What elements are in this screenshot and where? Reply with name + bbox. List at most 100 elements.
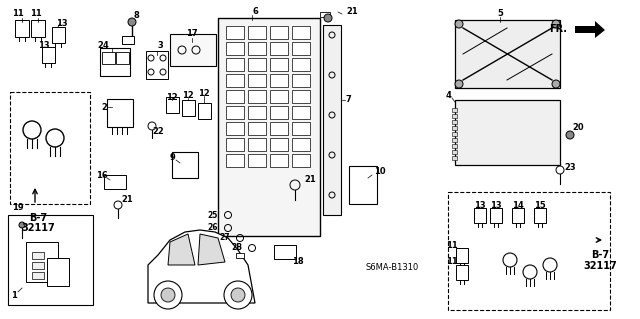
- Bar: [248, 42, 266, 55]
- Bar: [248, 58, 266, 71]
- Text: 2: 2: [101, 102, 107, 112]
- Bar: [452, 138, 457, 142]
- Bar: [104, 175, 126, 189]
- Text: 17: 17: [186, 29, 198, 39]
- Text: 11: 11: [446, 241, 458, 250]
- Circle shape: [231, 288, 245, 302]
- Bar: [182, 100, 195, 116]
- Bar: [226, 154, 244, 167]
- Bar: [452, 144, 457, 148]
- Text: S6MA-B1310: S6MA-B1310: [365, 263, 419, 272]
- Bar: [51, 27, 65, 43]
- Bar: [456, 264, 468, 279]
- Bar: [292, 90, 310, 103]
- Text: 23: 23: [564, 164, 576, 173]
- Text: 25: 25: [207, 211, 218, 219]
- Bar: [146, 51, 168, 79]
- Bar: [226, 42, 244, 55]
- Text: 4: 4: [445, 91, 451, 100]
- Bar: [270, 90, 288, 103]
- Bar: [248, 26, 266, 39]
- Bar: [248, 122, 266, 135]
- Bar: [452, 120, 457, 124]
- Bar: [452, 156, 457, 160]
- Text: 13: 13: [38, 41, 50, 50]
- Bar: [115, 52, 129, 64]
- Text: 10: 10: [374, 167, 386, 176]
- Text: 14: 14: [512, 202, 524, 211]
- Bar: [32, 271, 44, 278]
- Bar: [166, 97, 179, 113]
- Bar: [15, 19, 29, 36]
- Bar: [270, 58, 288, 71]
- Circle shape: [455, 20, 463, 28]
- Bar: [31, 19, 45, 36]
- Bar: [248, 138, 266, 151]
- Text: 12: 12: [198, 88, 210, 98]
- Bar: [42, 47, 54, 63]
- Bar: [512, 207, 524, 222]
- Bar: [226, 74, 244, 87]
- Text: 16: 16: [96, 170, 108, 180]
- Text: 11: 11: [30, 10, 42, 19]
- Bar: [236, 253, 244, 257]
- Bar: [452, 114, 457, 118]
- Bar: [292, 154, 310, 167]
- Text: 18: 18: [292, 257, 304, 266]
- Bar: [248, 106, 266, 119]
- Circle shape: [161, 288, 175, 302]
- Bar: [270, 74, 288, 87]
- Bar: [452, 132, 457, 136]
- Circle shape: [19, 222, 25, 228]
- Text: 13: 13: [490, 202, 502, 211]
- Circle shape: [224, 281, 252, 309]
- Bar: [10, 92, 90, 204]
- Text: 20: 20: [572, 123, 584, 132]
- Bar: [292, 138, 310, 151]
- Text: 27: 27: [220, 234, 230, 242]
- Bar: [100, 48, 130, 76]
- Bar: [270, 122, 288, 135]
- Text: 12: 12: [182, 91, 194, 100]
- Text: 19: 19: [12, 204, 24, 212]
- Bar: [248, 74, 266, 87]
- Text: 11: 11: [446, 257, 458, 266]
- Bar: [226, 26, 244, 39]
- Text: 21: 21: [304, 175, 316, 184]
- Bar: [320, 11, 330, 17]
- Bar: [226, 138, 244, 151]
- Bar: [455, 20, 560, 88]
- Text: FR.: FR.: [549, 24, 567, 34]
- Bar: [26, 242, 58, 282]
- Bar: [270, 42, 288, 55]
- Text: 24: 24: [97, 41, 109, 49]
- Bar: [47, 258, 69, 286]
- Circle shape: [552, 80, 560, 88]
- Bar: [270, 26, 288, 39]
- Bar: [226, 122, 244, 135]
- Bar: [270, 106, 288, 119]
- Bar: [226, 90, 244, 103]
- Bar: [490, 207, 502, 222]
- Text: 7: 7: [345, 95, 351, 105]
- Text: 32117: 32117: [21, 223, 55, 233]
- Bar: [292, 74, 310, 87]
- Text: 8: 8: [133, 11, 139, 20]
- Bar: [226, 58, 244, 71]
- Text: 26: 26: [207, 224, 218, 233]
- Bar: [292, 106, 310, 119]
- Polygon shape: [168, 234, 195, 265]
- Text: 2B: 2B: [231, 243, 242, 253]
- Circle shape: [128, 18, 136, 26]
- Text: 1: 1: [11, 291, 17, 300]
- Bar: [107, 99, 133, 127]
- Text: 22: 22: [152, 128, 164, 137]
- Bar: [455, 100, 560, 165]
- Polygon shape: [575, 21, 605, 38]
- Bar: [226, 106, 244, 119]
- Bar: [102, 52, 115, 64]
- Text: 32117: 32117: [583, 261, 617, 271]
- Bar: [448, 192, 610, 310]
- Text: 13: 13: [474, 202, 486, 211]
- Bar: [122, 36, 134, 44]
